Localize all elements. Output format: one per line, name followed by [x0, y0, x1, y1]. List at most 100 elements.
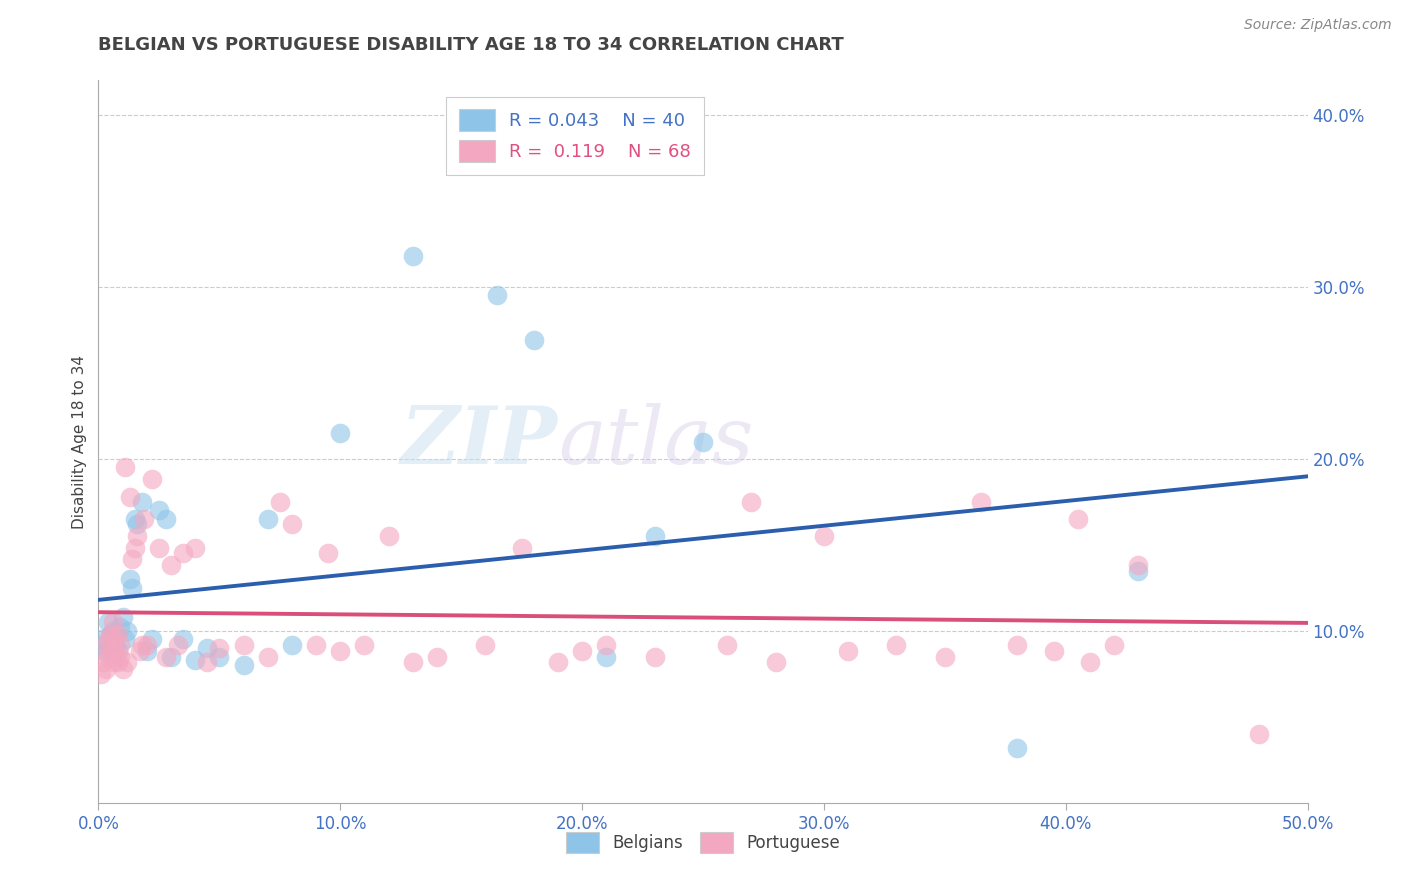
Point — [474, 638, 496, 652]
Point — [118, 490, 141, 504]
Point — [269, 494, 291, 508]
Point — [108, 638, 131, 652]
Point — [1067, 512, 1090, 526]
Point — [547, 655, 569, 669]
Point — [208, 640, 231, 655]
Point — [108, 649, 131, 664]
Point — [131, 494, 153, 508]
Point — [486, 288, 509, 302]
Point — [100, 640, 122, 655]
Point — [107, 655, 129, 669]
Point — [402, 655, 425, 669]
Point — [256, 512, 278, 526]
Point — [232, 638, 254, 652]
Point — [94, 638, 117, 652]
Point — [232, 658, 254, 673]
Point — [813, 529, 835, 543]
Point — [100, 644, 122, 658]
Point — [90, 632, 112, 647]
Point — [141, 472, 163, 486]
Point — [256, 649, 278, 664]
Point — [644, 529, 666, 543]
Point — [281, 517, 304, 532]
Point — [160, 558, 183, 573]
Y-axis label: Disability Age 18 to 34: Disability Age 18 to 34 — [72, 354, 87, 529]
Point — [172, 632, 194, 647]
Point — [765, 655, 787, 669]
Point — [160, 649, 183, 664]
Point — [571, 644, 593, 658]
Point — [124, 512, 146, 526]
Point — [195, 640, 218, 655]
Point — [124, 541, 146, 556]
Point — [107, 627, 129, 641]
Point — [97, 649, 120, 664]
Point — [316, 546, 339, 560]
Point — [148, 541, 170, 556]
Point — [101, 624, 124, 638]
Point — [692, 434, 714, 449]
Point — [510, 541, 533, 556]
Point — [184, 653, 207, 667]
Text: Source: ZipAtlas.com: Source: ZipAtlas.com — [1244, 18, 1392, 32]
Point — [114, 632, 136, 647]
Point — [111, 662, 134, 676]
Point — [1249, 727, 1271, 741]
Point — [305, 638, 328, 652]
Point — [131, 638, 153, 652]
Point — [135, 638, 157, 652]
Point — [1102, 638, 1125, 652]
Point — [716, 638, 738, 652]
Point — [184, 541, 207, 556]
Point — [523, 333, 546, 347]
Point — [1078, 655, 1101, 669]
Legend: Belgians, Portuguese: Belgians, Portuguese — [560, 826, 846, 860]
Point — [117, 624, 139, 638]
Point — [104, 632, 127, 647]
Point — [101, 615, 124, 630]
Point — [172, 546, 194, 560]
Point — [91, 638, 114, 652]
Point — [155, 512, 177, 526]
Point — [121, 551, 143, 566]
Point — [934, 649, 956, 664]
Point — [148, 503, 170, 517]
Point — [127, 517, 149, 532]
Text: ZIP: ZIP — [401, 403, 558, 480]
Point — [101, 655, 124, 669]
Point — [111, 610, 134, 624]
Point — [90, 666, 112, 681]
Point — [108, 620, 131, 634]
Point — [114, 460, 136, 475]
Point — [107, 644, 129, 658]
Point — [100, 627, 122, 641]
Point — [121, 581, 143, 595]
Point — [117, 655, 139, 669]
Point — [134, 512, 156, 526]
Point — [100, 627, 122, 641]
Point — [1007, 740, 1029, 755]
Point — [377, 529, 399, 543]
Text: BELGIAN VS PORTUGUESE DISABILITY AGE 18 TO 34 CORRELATION CHART: BELGIAN VS PORTUGUESE DISABILITY AGE 18 … — [98, 36, 844, 54]
Point — [1007, 638, 1029, 652]
Point — [402, 249, 425, 263]
Point — [104, 644, 127, 658]
Point — [281, 638, 304, 652]
Point — [167, 638, 190, 652]
Point — [1042, 644, 1064, 658]
Point — [970, 494, 993, 508]
Point — [595, 649, 617, 664]
Point — [97, 632, 120, 647]
Point — [141, 632, 163, 647]
Text: atlas: atlas — [558, 403, 754, 480]
Point — [426, 649, 449, 664]
Point — [595, 638, 617, 652]
Point — [1128, 558, 1150, 573]
Point — [128, 644, 150, 658]
Point — [97, 615, 120, 630]
Point — [127, 529, 149, 543]
Point — [118, 572, 141, 586]
Point — [353, 638, 375, 652]
Point — [644, 649, 666, 664]
Point — [329, 425, 352, 440]
